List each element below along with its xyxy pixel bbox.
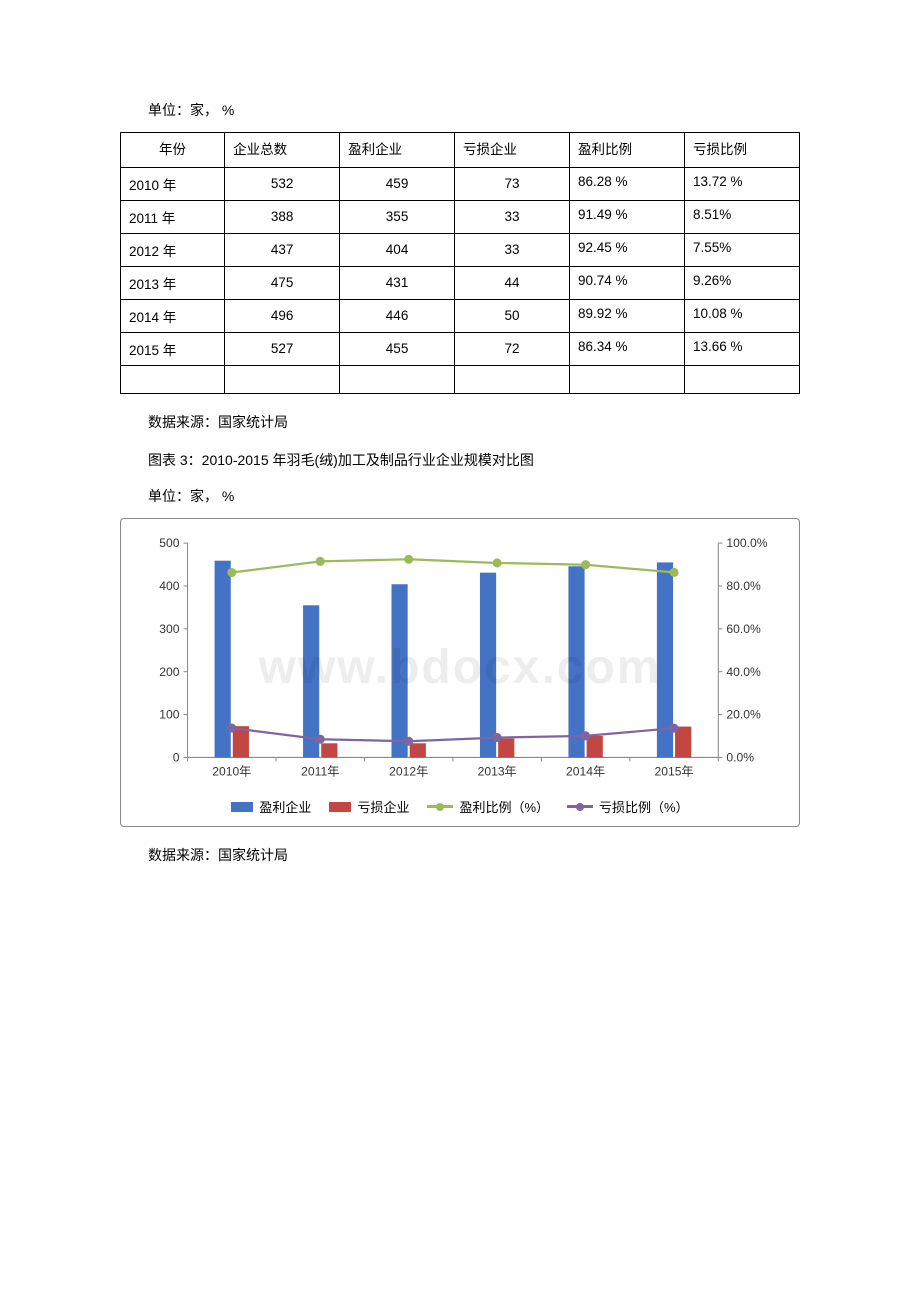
table-cell: 455 (340, 332, 455, 365)
table-cell: 10.08 % (684, 299, 799, 332)
table-cell: 91.49 % (570, 200, 685, 233)
table-cell-empty (225, 365, 340, 393)
svg-text:100.0%: 100.0% (726, 536, 767, 550)
data-table: 年份企业总数盈利企业亏损企业盈利比例亏损比例 2010 年5324597386.2… (120, 132, 800, 394)
table-cell-empty (121, 365, 225, 393)
table-cell-empty (684, 365, 799, 393)
table-cell: 13.72 % (684, 167, 799, 200)
legend-item-bar1: 盈利企业 (231, 797, 311, 816)
svg-text:80.0%: 80.0% (726, 579, 761, 593)
svg-text:2014年: 2014年 (566, 764, 605, 778)
table-cell-empty (570, 365, 685, 393)
legend-label-bar1: 盈利企业 (259, 797, 311, 816)
table-header-cell: 盈利比例 (570, 133, 685, 168)
svg-text:0.0%: 0.0% (726, 750, 754, 764)
table-cell: 72 (455, 332, 570, 365)
legend-swatch-bar2 (329, 802, 351, 812)
chart-container: 0 100 200 300 400 500 0.0% 20.0% 40.0% 60.0% 80.0%… (120, 518, 800, 828)
legend-item-line1: 盈利比例（%） (427, 797, 549, 816)
table-cell: 2013 年 (121, 266, 225, 299)
table-cell: 532 (225, 167, 340, 200)
legend-item-bar2: 亏损企业 (329, 797, 409, 816)
table-cell: 2010 年 (121, 167, 225, 200)
legend-item-line2: 亏损比例（%） (567, 797, 689, 816)
table-cell-empty (455, 365, 570, 393)
table-cell: 33 (455, 233, 570, 266)
table-cell: 9.26% (684, 266, 799, 299)
svg-text:500: 500 (159, 536, 179, 550)
table-header-cell: 企业总数 (225, 133, 340, 168)
table-cell: 2012 年 (121, 233, 225, 266)
svg-text:2012年: 2012年 (389, 764, 428, 778)
legend-swatch-bar1 (231, 802, 253, 812)
chart-legend: 盈利企业 亏损企业 盈利比例（%） 亏损比例（%） (139, 797, 781, 816)
table-header-cell: 亏损比例 (684, 133, 799, 168)
combo-chart: 0 100 200 300 400 500 0.0% 20.0% 40.0% 60.0% 80.0%… (139, 533, 781, 786)
table-cell: 2014 年 (121, 299, 225, 332)
legend-label-line1: 盈利比例（%） (459, 797, 549, 816)
table-cell: 527 (225, 332, 340, 365)
table-cell: 73 (455, 167, 570, 200)
svg-text:20.0%: 20.0% (726, 707, 761, 721)
table-cell: 496 (225, 299, 340, 332)
table-cell-empty (340, 365, 455, 393)
table-cell: 33 (455, 200, 570, 233)
legend-label-line2: 亏损比例（%） (599, 797, 689, 816)
table-header-cell: 盈利企业 (340, 133, 455, 168)
svg-text:2013年: 2013年 (478, 764, 517, 778)
table-cell: 2015 年 (121, 332, 225, 365)
table-cell: 13.66 % (684, 332, 799, 365)
svg-text:2010年: 2010年 (212, 764, 251, 778)
table-cell: 459 (340, 167, 455, 200)
table-cell: 8.51% (684, 200, 799, 233)
table-cell: 44 (455, 266, 570, 299)
svg-text:200: 200 (159, 664, 179, 678)
table-cell: 86.34 % (570, 332, 685, 365)
svg-text:60.0%: 60.0% (726, 621, 761, 635)
svg-text:0: 0 (173, 750, 180, 764)
table-header-cell: 亏损企业 (455, 133, 570, 168)
table-cell: 437 (225, 233, 340, 266)
chart-caption: 图表 3：2010-2015 年羽毛(绒)加工及制品行业企业规模对比图 (120, 450, 800, 470)
table-cell: 2011 年 (121, 200, 225, 233)
legend-swatch-line1 (427, 805, 453, 808)
svg-text:2015年: 2015年 (655, 764, 694, 778)
table-cell: 92.45 % (570, 233, 685, 266)
table-cell: 404 (340, 233, 455, 266)
svg-text:400: 400 (159, 579, 179, 593)
table-cell: 388 (225, 200, 340, 233)
unit-label-top: 单位：家， % (120, 100, 800, 120)
svg-text:40.0%: 40.0% (726, 664, 761, 678)
legend-label-bar2: 亏损企业 (357, 797, 409, 816)
legend-swatch-line2 (567, 805, 593, 808)
table-cell: 89.92 % (570, 299, 685, 332)
svg-text:100: 100 (159, 707, 179, 721)
table-cell: 50 (455, 299, 570, 332)
table-cell: 431 (340, 266, 455, 299)
source-label-2: 数据来源：国家统计局 (120, 845, 800, 865)
table-cell: 446 (340, 299, 455, 332)
svg-text:2011年: 2011年 (301, 764, 339, 778)
svg-text:300: 300 (159, 621, 179, 635)
unit-label-chart: 单位：家， % (120, 486, 800, 506)
source-label-1: 数据来源：国家统计局 (120, 412, 800, 432)
table-cell: 7.55% (684, 233, 799, 266)
table-cell: 475 (225, 266, 340, 299)
table-cell: 355 (340, 200, 455, 233)
table-cell: 90.74 % (570, 266, 685, 299)
table-cell: 86.28 % (570, 167, 685, 200)
table-header-cell: 年份 (121, 133, 225, 168)
